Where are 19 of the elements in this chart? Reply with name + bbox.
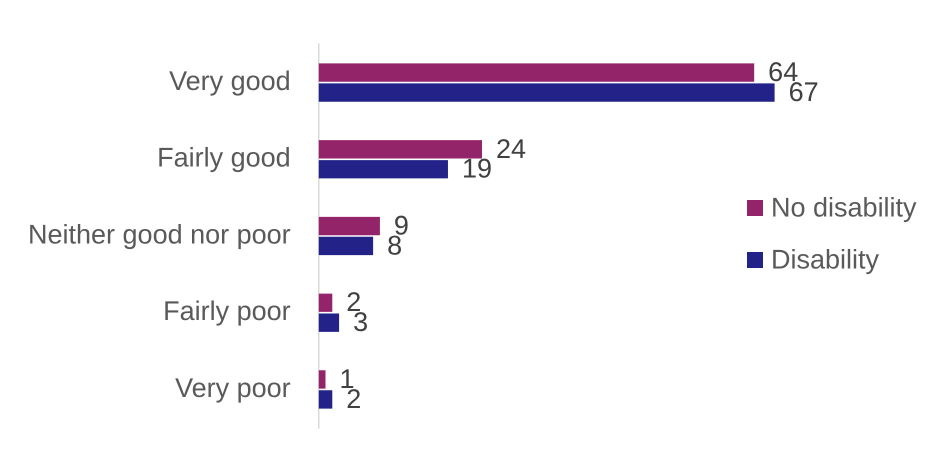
bar [318,370,326,389]
bar [318,216,380,236]
data-label: 19 [462,154,492,184]
y-tick-label: Neither good nor poor [28,219,291,250]
bar [318,140,482,158]
y-tick-label: Fairly poor [163,296,291,326]
y-tick-label: Very good [169,66,291,96]
legend-label: Disability [771,244,880,274]
bar [318,83,775,102]
bar [318,390,332,409]
bar [318,294,332,312]
data-label: 24 [496,134,526,164]
bar [318,63,754,82]
y-tick-label: Very poor [175,372,291,403]
bar [318,314,340,332]
bar [318,160,448,178]
legend-label: No disability [771,192,918,222]
y-tick-label: Fairly good [157,142,291,173]
bar [318,236,374,256]
